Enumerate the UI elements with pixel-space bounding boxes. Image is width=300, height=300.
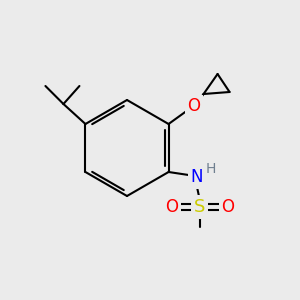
Text: H: H bbox=[206, 162, 216, 176]
Text: N: N bbox=[190, 168, 203, 186]
Text: S: S bbox=[194, 198, 205, 216]
Text: O: O bbox=[221, 198, 234, 216]
Text: O: O bbox=[187, 97, 200, 115]
Text: O: O bbox=[165, 198, 178, 216]
